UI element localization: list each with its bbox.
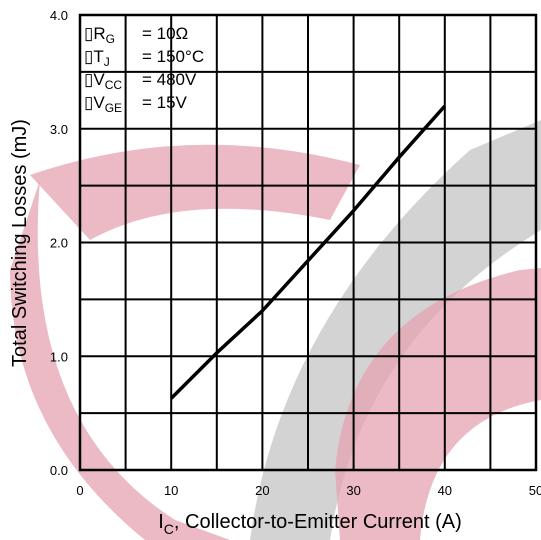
x-axis-title-sub: C <box>164 521 174 537</box>
condition-name: ▯R <box>84 24 106 43</box>
x-tick-label: 40 <box>438 483 452 498</box>
condition-name: ▯V <box>84 70 105 89</box>
tick-labels: 0 10 20 30 40 50 0.0 1.0 2.0 3.0 4.0 <box>50 8 541 498</box>
x-tick-label: 0 <box>76 483 83 498</box>
condition-value: = 15V <box>142 93 188 112</box>
series-line <box>169 104 447 400</box>
watermark-gray-band <box>250 120 541 540</box>
x-tick-label: 10 <box>164 483 178 498</box>
condition-name: ▯T <box>84 47 104 66</box>
x-tick-label: 20 <box>255 483 269 498</box>
condition-subscript: G <box>106 32 115 46</box>
y-tick-label: 3.0 <box>50 122 68 137</box>
condition-line: ▯RG <box>84 24 115 46</box>
grid <box>78 13 538 472</box>
y-tick-label: 0.0 <box>50 463 68 478</box>
x-axis-title: IC, Collector-to-Emitter Current (A) <box>158 511 462 537</box>
watermark-logo <box>10 120 541 540</box>
x-tick-label: 50 <box>529 483 541 498</box>
y-axis-title: Total Switching Losses (mJ) <box>9 119 31 367</box>
plot-frame <box>78 13 538 472</box>
condition-subscript: GE <box>105 101 122 115</box>
condition-name: ▯V <box>84 93 105 112</box>
y-tick-label: 4.0 <box>50 8 68 23</box>
condition-line: ▯TJ <box>84 47 110 69</box>
condition-line: ▯VCC <box>84 70 122 92</box>
x-axis-title-main: I <box>158 511 164 533</box>
condition-value: = 480V <box>142 70 197 89</box>
y-tick-label: 1.0 <box>50 349 68 364</box>
x-tick-label: 30 <box>346 483 360 498</box>
condition-subscript: J <box>104 55 110 69</box>
watermark-red-left <box>10 180 230 540</box>
y-tick-label: 2.0 <box>50 236 68 251</box>
test-conditions: ▯RG = 10Ω ▯TJ = 150°C ▯VCC = 480V ▯VGE = 15V <box>84 24 204 115</box>
watermark-red-arc <box>30 144 360 240</box>
condition-line: ▯VGE <box>84 93 122 115</box>
series-layer <box>169 104 447 400</box>
x-axis-title-rest: , Collector-to-Emitter Current (A) <box>174 511 462 533</box>
condition-subscript: CC <box>105 78 123 92</box>
condition-value: = 10Ω <box>142 24 188 43</box>
condition-value: = 150°C <box>142 47 204 66</box>
